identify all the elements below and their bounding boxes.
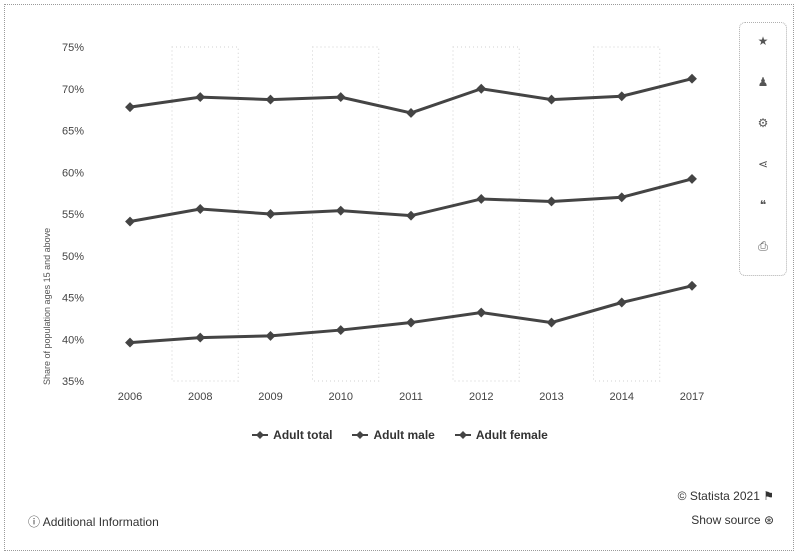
data-point[interactable] [125, 337, 135, 348]
x-axis: 2006 2008 2009 2010 2011 2012 2013 2014 2017 [118, 391, 704, 403]
data-point[interactable] [335, 92, 346, 103]
chevron-circle-icon: ⊛ [763, 513, 774, 527]
x-tick-label: 2017 [680, 391, 704, 403]
data-point[interactable] [125, 216, 135, 227]
legend-item-adult-female[interactable]: Adult female [454, 428, 548, 442]
x-tick-label: 2012 [469, 391, 493, 403]
legend: Adult total Adult male Adult female [0, 428, 800, 442]
data-point[interactable] [476, 194, 487, 204]
series-adult-male [125, 173, 697, 227]
data-point[interactable] [265, 330, 276, 341]
legend-item-adult-total[interactable]: Adult total [252, 428, 332, 442]
legend-label: Adult male [373, 428, 435, 442]
share-icon[interactable]: ⋖ [757, 157, 769, 171]
y-tick-label: 70% [62, 84, 84, 96]
data-point[interactable] [476, 307, 487, 318]
series-line [129, 284, 693, 345]
star-icon[interactable]: ★ [757, 34, 769, 48]
data-point[interactable] [616, 297, 627, 308]
x-tick-label: 2009 [258, 391, 282, 403]
data-point[interactable] [195, 204, 206, 214]
legend-marker [454, 434, 471, 436]
y-tick-label: 75% [62, 42, 84, 54]
legend-marker [252, 434, 269, 436]
x-tick-label: 2006 [118, 391, 142, 403]
data-point[interactable] [335, 325, 346, 336]
data-point[interactable] [406, 108, 416, 118]
chart-frame [4, 4, 794, 551]
show-source-label: Show source [691, 513, 761, 527]
copyright: © Statista 2021 ⚑ [678, 489, 774, 503]
data-point[interactable] [687, 280, 697, 291]
quote-icon[interactable]: ❝ [759, 198, 767, 212]
additional-info-label: Additional Information [42, 515, 159, 529]
data-point[interactable] [687, 173, 697, 184]
data-point[interactable] [195, 92, 206, 103]
y-tick-label: 35% [62, 376, 84, 388]
info-icon: ⓘ [28, 515, 41, 529]
y-tick-label: 45% [62, 293, 84, 305]
data-point[interactable] [476, 83, 487, 94]
legend-marker [352, 434, 369, 436]
chart-toolbar: ★ ♟ ⚙ ⋖ ❝ ⎙ [739, 22, 787, 276]
y-axis-label: Share of population ages 15 and above [42, 228, 52, 385]
x-tick-label: 2013 [539, 391, 563, 403]
flag-icon: ⚑ [763, 489, 774, 503]
series-adult-total [125, 73, 697, 118]
data-point[interactable] [335, 205, 346, 216]
copyright-text: © Statista 2021 [677, 489, 760, 503]
y-tick-label: 55% [62, 209, 84, 221]
data-point[interactable] [125, 102, 135, 113]
data-point[interactable] [546, 317, 557, 328]
data-point[interactable] [546, 94, 557, 105]
data-point[interactable] [406, 210, 416, 221]
data-point[interactable] [265, 209, 276, 219]
data-point[interactable] [687, 73, 697, 84]
gear-icon[interactable]: ⚙ [757, 116, 769, 130]
data-point[interactable] [546, 196, 557, 207]
legend-label: Adult female [475, 428, 548, 442]
data-point[interactable] [265, 94, 276, 105]
y-tick-label: 50% [62, 251, 84, 263]
legend-item-adult-male[interactable]: Adult male [352, 428, 435, 442]
x-tick-label: 2014 [610, 391, 634, 403]
x-tick-label: 2010 [329, 391, 353, 403]
data-point[interactable] [195, 332, 206, 343]
series-group [125, 73, 697, 348]
y-tick-label: 40% [62, 334, 84, 346]
y-axis: 35% 40% 45% 50% 55% 60% 65% 70% 75% [62, 42, 84, 388]
bell-icon[interactable]: ♟ [757, 75, 769, 89]
series-adult-female [125, 280, 697, 348]
grid-band [452, 46, 520, 382]
x-tick-label: 2011 [399, 391, 423, 403]
additional-info-link[interactable]: ⓘ Additional Information [28, 513, 159, 530]
data-point[interactable] [406, 317, 416, 328]
data-point[interactable] [616, 192, 627, 203]
x-tick-label: 2008 [188, 391, 212, 403]
series-line [129, 77, 693, 115]
data-point[interactable] [616, 91, 627, 102]
legend-label: Adult total [273, 428, 333, 442]
show-source-link[interactable]: Show source ⊛ [691, 513, 774, 527]
print-icon[interactable]: ⎙ [758, 238, 768, 253]
y-tick-label: 60% [62, 167, 84, 179]
y-tick-label: 65% [62, 126, 84, 138]
